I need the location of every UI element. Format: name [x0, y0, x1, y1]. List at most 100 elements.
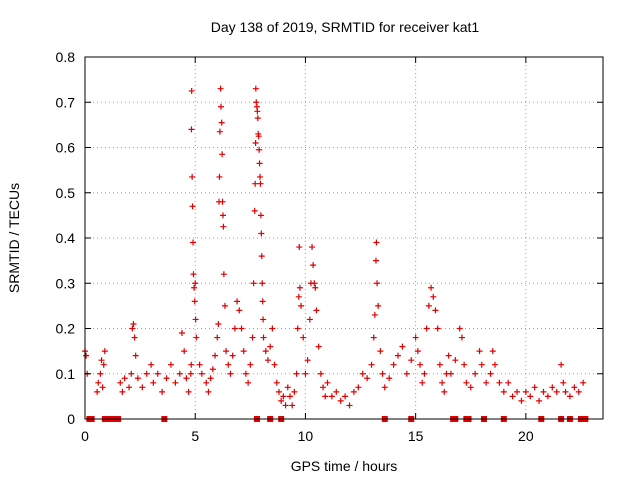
data-point	[119, 388, 126, 395]
data-point	[278, 397, 285, 404]
data-points	[82, 85, 589, 422]
data-point	[399, 343, 406, 350]
data-point	[346, 402, 353, 409]
data-point	[428, 284, 435, 291]
data-point	[236, 307, 243, 314]
data-point	[217, 85, 224, 92]
data-point	[282, 402, 289, 409]
data-point	[128, 370, 135, 377]
data-point	[130, 320, 137, 327]
data-point	[562, 388, 569, 395]
data-point	[254, 108, 261, 115]
data-point	[560, 379, 567, 386]
data-point	[500, 388, 507, 395]
data-point	[544, 393, 551, 400]
data-point	[260, 334, 267, 341]
data-point	[553, 388, 560, 395]
data-point	[310, 262, 317, 269]
data-point	[256, 146, 263, 153]
data-point	[558, 361, 565, 368]
data-point	[304, 357, 311, 364]
data-point	[219, 198, 226, 205]
data-point	[456, 325, 463, 332]
data-point	[172, 379, 179, 386]
data-point	[190, 271, 197, 278]
data-point	[216, 173, 223, 180]
data-point	[187, 370, 194, 377]
data-point	[328, 393, 335, 400]
data-point	[167, 361, 174, 368]
data-point	[260, 316, 267, 323]
data-point	[527, 393, 534, 400]
data-point	[95, 379, 102, 386]
data-point	[322, 393, 329, 400]
data-point	[373, 239, 380, 246]
y-tick-label: 0.5	[56, 185, 76, 201]
data-point	[311, 280, 318, 287]
data-point	[509, 393, 516, 400]
data-point	[178, 330, 185, 337]
x-axis-label: GPS time / hours	[291, 458, 398, 474]
data-point	[189, 203, 196, 210]
data-point	[131, 334, 138, 341]
data-point	[439, 379, 446, 386]
data-point	[258, 253, 265, 260]
data-point	[430, 293, 437, 300]
y-tick-label: 0.1	[56, 366, 76, 382]
data-point	[205, 388, 212, 395]
data-point	[250, 280, 257, 287]
data-point	[192, 316, 199, 323]
data-point	[298, 302, 305, 309]
chart-title: Day 138 of 2019, SRMTID for receiver kat…	[211, 19, 480, 35]
data-point	[207, 375, 214, 382]
data-point	[255, 133, 262, 140]
data-point	[262, 348, 269, 355]
data-point	[566, 393, 573, 400]
data-point	[251, 207, 258, 214]
data-point	[302, 370, 309, 377]
data-point	[252, 85, 259, 92]
data-point	[245, 379, 252, 386]
data-point	[496, 379, 503, 386]
data-point	[196, 361, 203, 368]
data-point	[218, 103, 225, 110]
data-point	[98, 357, 105, 364]
y-tick-label: 0.8	[56, 49, 76, 65]
data-point	[223, 348, 230, 355]
data-point	[580, 379, 587, 386]
data-point	[176, 370, 183, 377]
data-point	[219, 151, 226, 158]
y-tick-label: 0.2	[56, 321, 76, 337]
data-point	[185, 388, 192, 395]
axis-ticks: 0 0.1 0.2 0.3 0.4 0.5 0.6 0.7 0.8 0 5 10 15 20	[56, 49, 603, 444]
data-point	[293, 370, 300, 377]
x-tick-label: 15	[408, 428, 424, 444]
data-point	[489, 348, 496, 355]
data-point	[257, 173, 264, 180]
data-point	[229, 352, 236, 359]
data-point	[247, 361, 254, 368]
data-point	[259, 280, 266, 287]
data-point	[253, 99, 260, 106]
data-point	[419, 379, 426, 386]
data-point	[259, 298, 266, 305]
data-point	[312, 284, 319, 291]
data-point	[540, 388, 547, 395]
data-point	[412, 334, 419, 341]
data-point	[342, 393, 349, 400]
data-point	[434, 325, 441, 332]
data-point	[461, 361, 468, 368]
data-point	[478, 361, 485, 368]
data-point	[267, 343, 274, 350]
data-point	[280, 393, 287, 400]
gridlines	[85, 57, 603, 419]
data-point	[101, 348, 108, 355]
data-point	[190, 239, 197, 246]
data-point	[139, 384, 146, 391]
data-point	[215, 320, 222, 327]
data-point	[203, 379, 210, 386]
data-point	[183, 375, 190, 382]
data-point	[432, 307, 439, 314]
data-point	[154, 370, 161, 377]
data-point	[284, 384, 291, 391]
